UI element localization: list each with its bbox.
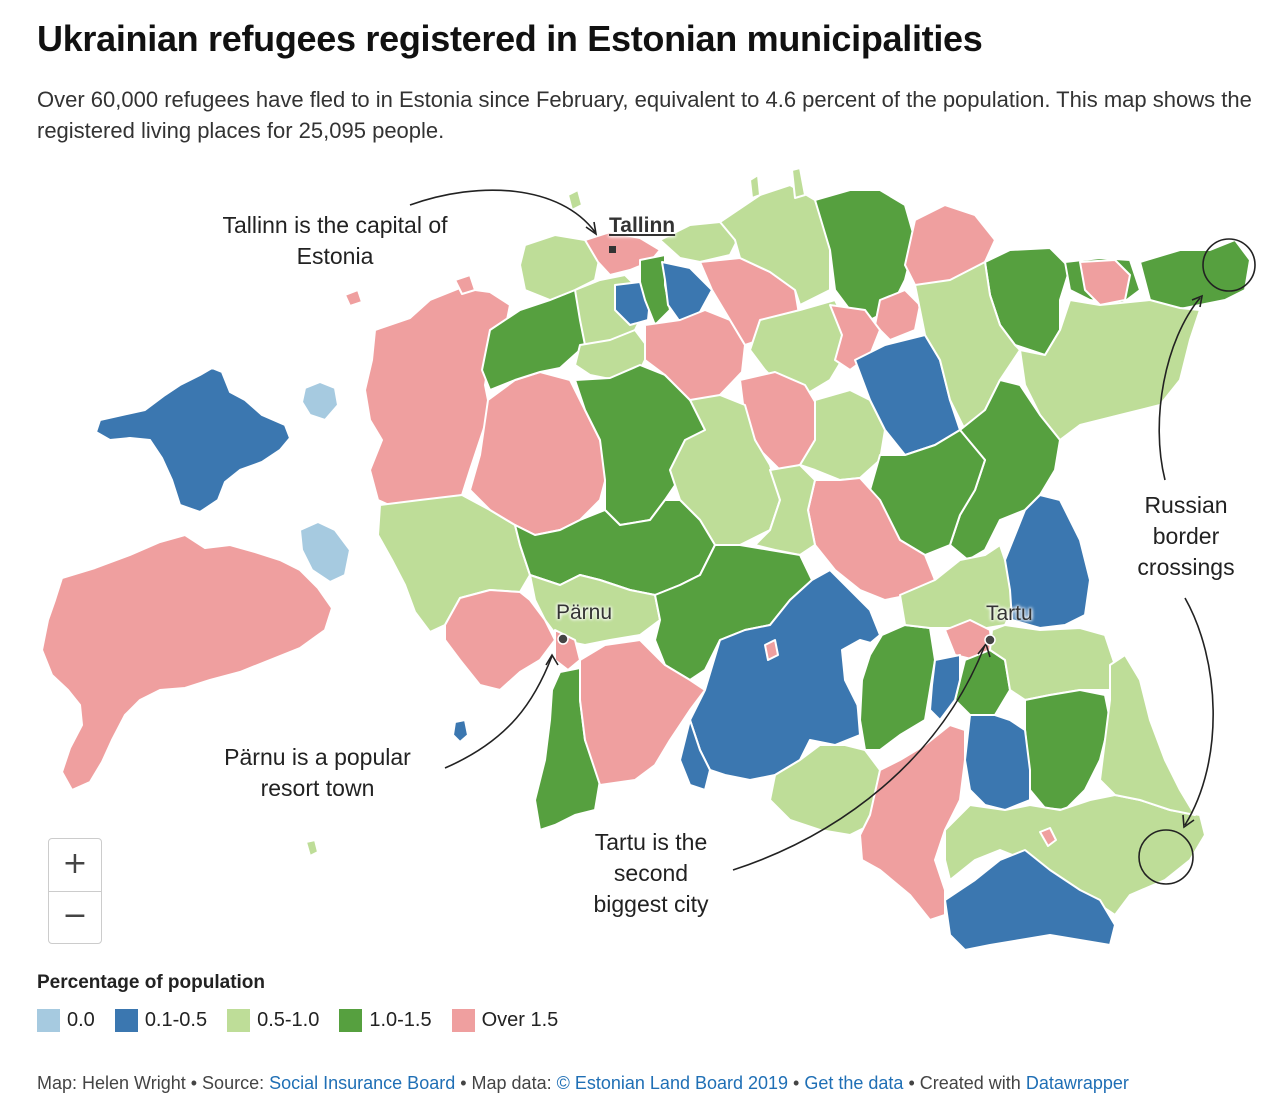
region-viljandi-sw[interactable] (679, 719, 711, 791)
border-crossing-narva (1202, 238, 1256, 292)
map-data-link[interactable]: © Estonian Land Board 2019 (556, 1073, 789, 1093)
tallinn-marker (609, 246, 616, 253)
region-muhu-islet[interactable] (299, 521, 351, 583)
region-north-islet3[interactable] (791, 167, 806, 199)
legend-label: Over 1.5 (481, 1009, 559, 1031)
region-north-islet2[interactable] (749, 174, 761, 199)
tartu-arrow (732, 644, 986, 871)
region-vormsi[interactable] (301, 381, 339, 421)
zoom-in-button[interactable]: + (49, 839, 101, 892)
region-johvi[interactable] (1079, 259, 1131, 306)
city-label-parnu: Pärnu (556, 601, 613, 624)
footer-sep: • (455, 1073, 472, 1093)
parnu-arrow (444, 655, 553, 769)
city-label-tartu: Tartu (986, 602, 1033, 625)
legend-item: Over 1.5 (451, 1009, 559, 1032)
datawrapper-link[interactable]: Datawrapper (1025, 1073, 1129, 1093)
legend-label: 0.1-0.5 (144, 1009, 208, 1031)
region-voru-city[interactable] (1039, 827, 1057, 847)
legend-swatch (451, 1009, 475, 1032)
legend-label: 1.0-1.5 (369, 1009, 432, 1031)
region-rae[interactable] (639, 254, 671, 326)
region-harku[interactable] (519, 234, 601, 301)
chart-subtitle: Over 60,000 refugees have fled to in Est… (37, 87, 1252, 143)
region-saarde[interactable] (579, 639, 706, 786)
legend-label: 0.5-1.0 (257, 1009, 320, 1031)
footer-sep: • (788, 1073, 805, 1093)
region-tapa[interactable] (749, 299, 851, 393)
annotation-arrows (409, 189, 1256, 885)
region-kihnu[interactable] (452, 719, 469, 743)
tallinn-arrow (409, 189, 596, 233)
region-otepaa[interactable] (859, 724, 966, 921)
region-rouge[interactable] (944, 849, 1116, 951)
region-noo[interactable] (929, 654, 961, 721)
legend: 0.0 0.1-0.5 0.5-1.0 1.0-1.5 Over 1.5 (37, 1009, 578, 1032)
zoom-control: + − (48, 838, 102, 944)
parnu-marker (557, 633, 569, 645)
annotation-tartu: Tartu is the second biggest city (593, 829, 709, 917)
legend-item: 0.5-1.0 (227, 1009, 319, 1032)
russia-arrowhead-down (1182, 814, 1195, 829)
region-kambja[interactable] (954, 649, 1011, 716)
parnu-arrowhead (545, 653, 559, 666)
footer: Map: Helen Wright • Source: Social Insur… (37, 1073, 1129, 1094)
city-label-tallinn: Tallinn (609, 214, 676, 237)
legend-item: 0.1-0.5 (114, 1009, 208, 1032)
legend-title: Percentage of population (37, 972, 266, 993)
region-viljandi-city[interactable] (764, 639, 779, 661)
footer-mapdata-label: Map data: (471, 1073, 552, 1093)
get-data-link[interactable]: Get the data (804, 1073, 904, 1093)
region-kuusalu[interactable] (719, 184, 831, 306)
region-viimsi[interactable] (659, 221, 741, 263)
region-voru[interactable] (944, 794, 1206, 916)
zoom-out-button[interactable]: − (62, 898, 88, 933)
legend-item: 0.0 (37, 1009, 95, 1032)
region-north-islet5[interactable] (454, 274, 476, 295)
region-kanepi[interactable] (964, 714, 1031, 811)
region-hiiumaa[interactable] (95, 367, 291, 513)
annotation-russia: Russian border crossings (1137, 492, 1235, 580)
region-setomaa-strip[interactable] (1099, 654, 1196, 816)
legend-swatch (114, 1009, 138, 1032)
source-link[interactable]: Social Insurance Board (269, 1073, 456, 1093)
region-lihula-south[interactable] (444, 589, 556, 691)
footer-sep: • (903, 1073, 920, 1093)
russia-arrow-up (1158, 297, 1201, 481)
region-saaremaa[interactable] (41, 534, 333, 791)
estonia-map (41, 167, 1256, 951)
region-rakvere-vald[interactable] (914, 261, 1021, 431)
region-rapina[interactable] (1024, 689, 1111, 811)
tallinn-arrowhead (585, 221, 598, 236)
russia-arrowhead-up (1191, 294, 1204, 308)
annotation-tallinn: Tallinn is the capital of Estonia (222, 212, 448, 269)
footer-map-by: Map: Helen Wright (37, 1073, 186, 1093)
region-kose[interactable] (644, 309, 746, 406)
region-peipsiaare[interactable] (1004, 494, 1091, 629)
region-ruhnu[interactable] (305, 839, 319, 857)
region-rapla[interactable] (574, 364, 711, 526)
legend-item: 1.0-1.5 (339, 1009, 432, 1032)
footer-created-label: Created with (919, 1073, 1021, 1093)
legend-swatch (339, 1009, 363, 1032)
legend-swatch (227, 1009, 251, 1032)
region-marjamaa[interactable] (469, 371, 609, 536)
border-crossing-koidula (1138, 829, 1194, 885)
legend-label: 0.0 (67, 1009, 95, 1031)
region-north-islet1[interactable] (567, 189, 583, 211)
legend-swatch (37, 1009, 60, 1032)
footer-source-label: Source: (202, 1073, 265, 1093)
region-north-islet4[interactable] (344, 289, 363, 307)
footer-sep: • (185, 1073, 203, 1093)
chart-title: Ukrainian refugees registered in Estonia… (37, 18, 983, 59)
tartu-marker (984, 634, 996, 646)
annotation-parnu: Pärnu is a popular resort town (224, 744, 411, 801)
russia-arrow-down (1184, 597, 1214, 826)
